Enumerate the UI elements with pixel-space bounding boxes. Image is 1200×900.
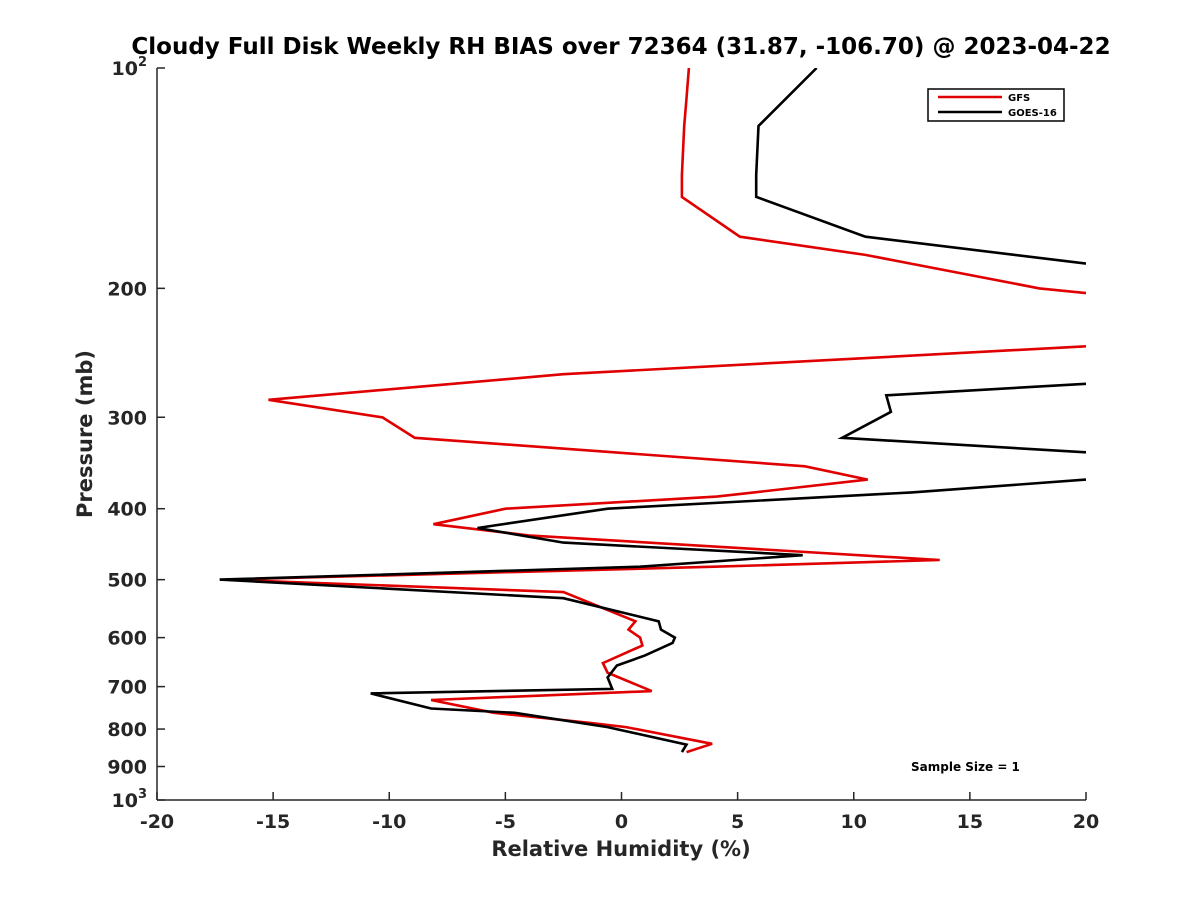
x-tick-label: 10 [841, 811, 867, 833]
legend: GFS GOES-16 [927, 88, 1065, 122]
y-tick-label: 600 [107, 628, 147, 650]
series-layer [219, 68, 1086, 754]
y-tick-label: 400 [107, 499, 147, 521]
x-tick-label: -5 [495, 811, 516, 833]
x-tick-label: 20 [1073, 811, 1099, 833]
y-tick-label: 800 [107, 719, 147, 741]
x-tick-group: -20 -15 -10 -5 0 5 10 15 20 [140, 792, 1099, 833]
chart-title: Cloudy Full Disk Weekly RH BIAS over 723… [131, 34, 1110, 60]
legend-label-gfs: GFS [1008, 93, 1030, 104]
x-tick-label: 0 [615, 811, 628, 833]
legend-label-goes16: GOES-16 [1008, 108, 1057, 119]
x-tick-label: 15 [957, 811, 983, 833]
series-line-gfs-segment-2 [226, 345, 1086, 754]
y-tick-label: 200 [107, 278, 147, 300]
series-line-goes16-segment-3 [219, 478, 1086, 753]
y-tick-label: 700 [107, 677, 147, 699]
x-axis-label: Relative Humidity (%) [491, 837, 750, 861]
y-tick-group: 102 200 300 400 500 600 700 800 900 103 [107, 55, 165, 812]
x-tick-label: -10 [372, 811, 406, 833]
x-tick-label: -20 [140, 811, 174, 833]
y-tick-label: 103 [112, 787, 148, 812]
x-tick-label: -15 [256, 811, 290, 833]
y-tick-label: 500 [107, 570, 147, 592]
legend-box [927, 88, 1065, 122]
series-line-goes16-segment-2 [837, 382, 1086, 454]
plot-area [157, 68, 1086, 800]
series-line-goes16-segment-1 [754, 68, 1086, 265]
series-line-gfs-segment-1 [680, 68, 1086, 295]
y-tick-label: 102 [112, 55, 148, 80]
y-tick-label: 300 [107, 407, 147, 429]
x-tick-label: 5 [731, 811, 744, 833]
y-tick-label: 900 [107, 757, 147, 779]
sample-size-annotation: Sample Size = 1 [911, 760, 1020, 774]
y-axis-label: Pressure (mb) [73, 350, 97, 518]
